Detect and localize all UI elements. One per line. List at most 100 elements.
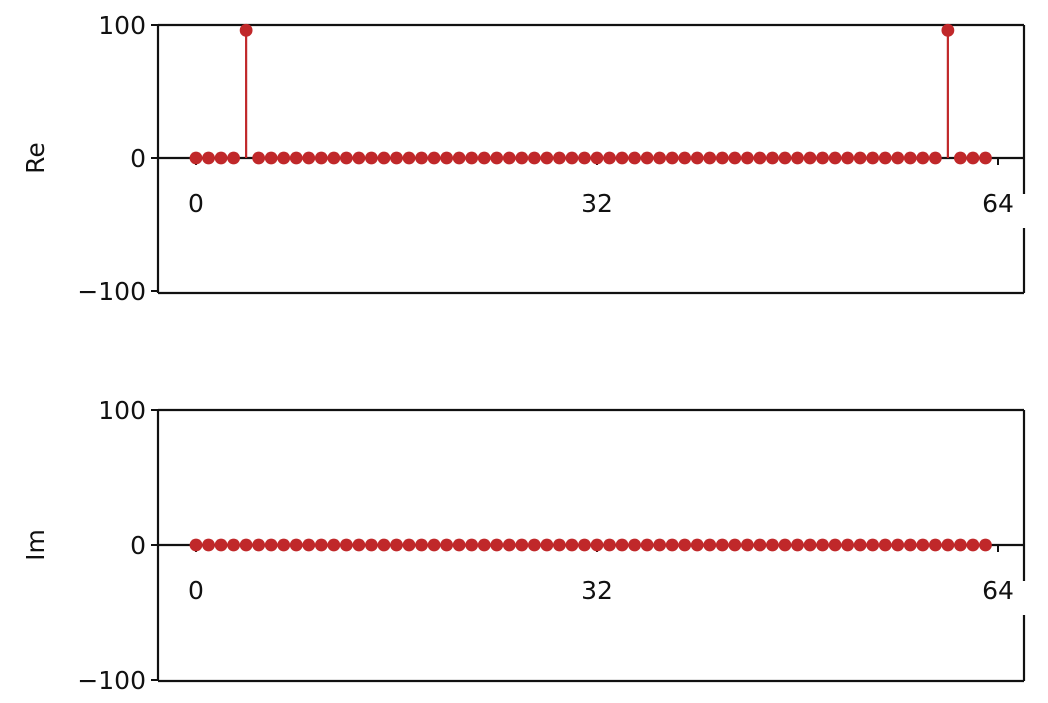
- stem-marker-4: [239, 538, 253, 552]
- stem-marker-15: [377, 538, 391, 552]
- stem-marker-58: [916, 538, 930, 552]
- stem-marker-42: [715, 538, 729, 552]
- stem-marker-56: [891, 538, 905, 552]
- stem-marker-8: [289, 538, 303, 552]
- stem-marker-51: [828, 151, 842, 165]
- stem-marker-50: [816, 538, 829, 552]
- stem-marker-61: [954, 538, 967, 552]
- stem-marker-46: [766, 538, 779, 552]
- stem-marker-0: [189, 151, 203, 165]
- y-tick-label: −100: [77, 666, 146, 695]
- stem-marker-62: [966, 538, 980, 552]
- stem-marker-8: [289, 151, 303, 165]
- panel-real: 100 0 −100 0 32 64 Re: [21, 11, 1026, 306]
- x-tick-label: 0: [188, 189, 204, 218]
- stem-marker-52: [841, 538, 855, 552]
- stem-marker-22: [465, 538, 479, 552]
- stem-marker-37: [653, 538, 667, 552]
- stem-marker-15: [377, 151, 391, 165]
- stem-marker-20: [440, 151, 454, 165]
- stem-marker-33: [603, 538, 616, 552]
- panel-imaginary: 100 0 −100 0 32 64 Im: [21, 396, 1026, 695]
- stem-marker-53: [853, 151, 867, 165]
- y-tick-label: 100: [98, 11, 146, 40]
- stem-marker-31: [578, 151, 591, 165]
- stem-marker-60: [941, 538, 955, 552]
- y-tick-label: 0: [130, 144, 146, 173]
- stem-marker-55: [878, 538, 892, 552]
- stem-marker-12: [339, 538, 353, 552]
- stem-marker-27: [527, 151, 541, 165]
- stem-marker-59: [928, 538, 942, 552]
- stem-marker-18: [415, 538, 428, 552]
- stem-marker-51: [828, 538, 842, 552]
- stem-marker-29: [553, 151, 566, 165]
- x-tick-label: 64: [982, 576, 1014, 605]
- stem-marker-11: [327, 151, 341, 165]
- stem-marker-16: [390, 538, 403, 552]
- stem-marker-24: [490, 151, 504, 165]
- x-tick-label: 32: [581, 576, 613, 605]
- stem-marker-18: [415, 151, 428, 165]
- stem-marker-2: [214, 151, 228, 165]
- stem-marker-1: [202, 151, 215, 165]
- stem-marker-59: [928, 151, 942, 165]
- stem-marker-53: [853, 538, 867, 552]
- stem-marker-54: [866, 538, 880, 552]
- stem-marker-2: [214, 538, 228, 552]
- stem-marker-45: [753, 151, 767, 165]
- stem-marker-5: [252, 538, 266, 552]
- stem-marker-32: [590, 538, 604, 552]
- stem-marker-21: [452, 151, 466, 165]
- stem-marker-10: [314, 538, 328, 552]
- stem-marker-41: [703, 538, 717, 552]
- stem-marker-3: [227, 151, 240, 165]
- stem-marker-17: [402, 538, 416, 552]
- stem-marker-49: [803, 538, 817, 552]
- stem-marker-13: [352, 151, 366, 165]
- stem-marker-14: [365, 538, 378, 552]
- stem-marker-49: [803, 151, 817, 165]
- stem-marker-22: [465, 151, 479, 165]
- stem-marker-36: [640, 151, 654, 165]
- stem-marker-25: [502, 151, 516, 165]
- stem-marker-30: [565, 538, 579, 552]
- stem-marker-45: [753, 538, 767, 552]
- stem-marker-34: [615, 151, 629, 165]
- stem-marker-38: [665, 538, 679, 552]
- stem-marker-30: [565, 151, 579, 165]
- stem-marker-28: [540, 151, 554, 165]
- stem-marker-38: [665, 151, 679, 165]
- stem-marker-27: [527, 538, 541, 552]
- stem-marker-6: [264, 538, 278, 552]
- stem-marker-32: [590, 151, 604, 165]
- stem-marker-47: [778, 538, 792, 552]
- stem-marker-14: [365, 151, 378, 165]
- y-tick-label: 0: [130, 531, 146, 560]
- stem-marker-35: [628, 538, 641, 552]
- stem-marker-43: [728, 151, 742, 165]
- stem-marker-23: [477, 151, 491, 165]
- stem-marker-17: [402, 151, 416, 165]
- stem-marker-50: [816, 151, 829, 165]
- stem-marker-29: [553, 538, 566, 552]
- stem-marker-48: [791, 151, 804, 165]
- stem-marker-40: [690, 538, 704, 552]
- stem-marker-63: [979, 151, 992, 165]
- stem-marker-28: [540, 538, 554, 552]
- stem-marker-47: [778, 151, 792, 165]
- stem-marker-6: [264, 151, 278, 165]
- stem-marker-42: [715, 151, 729, 165]
- stem-marker-63: [979, 538, 992, 552]
- stem-marker-55: [878, 151, 892, 165]
- stem-marker-13: [352, 538, 366, 552]
- stem-marker-54: [866, 151, 880, 165]
- y-axis-label-re: Re: [21, 142, 50, 174]
- x-tick-label: 0: [188, 576, 204, 605]
- stem-marker-19: [427, 538, 441, 552]
- y-tick-label: 100: [98, 396, 146, 425]
- stem-marker-16: [390, 151, 403, 165]
- stem-marker-12: [339, 151, 353, 165]
- stem-marker-20: [440, 538, 454, 552]
